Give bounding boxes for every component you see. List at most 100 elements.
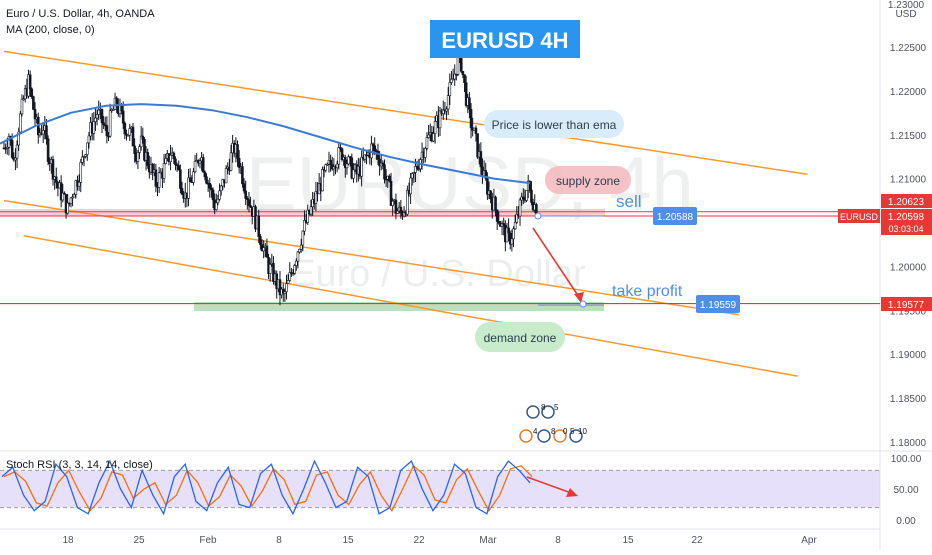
- event-icon[interactable]: [519, 429, 533, 443]
- candle-body: [502, 223, 506, 226]
- events-icon-cluster[interactable]: 8 5 4 8 0 5 10: [519, 403, 587, 443]
- candle-body: [262, 247, 265, 252]
- time-tick-label: 22: [691, 535, 703, 546]
- price-tick-label: 1.19000: [890, 350, 927, 361]
- demand-zone-box[interactable]: [194, 302, 604, 311]
- candle-body: [303, 220, 306, 232]
- event-icon[interactable]: [541, 405, 555, 419]
- candle-body: [247, 199, 251, 206]
- target-point[interactable]: [579, 300, 587, 308]
- event-icon[interactable]: [537, 429, 551, 443]
- candle-body: [495, 209, 499, 222]
- event-icon[interactable]: [526, 405, 540, 419]
- price-tag-upper[interactable]: [881, 194, 932, 208]
- candle-body: [157, 172, 161, 188]
- price-tick-label: 1.19500: [890, 306, 927, 317]
- event-icon-label: 8: [551, 427, 556, 436]
- candle-body: [301, 230, 305, 246]
- candle-body: [61, 192, 65, 201]
- entry-tag[interactable]: [653, 207, 697, 225]
- candle-body: [97, 109, 101, 115]
- candle-body: [219, 185, 223, 192]
- candle-body: [14, 157, 17, 161]
- candle-body: [131, 126, 135, 147]
- candle-body: [51, 159, 55, 180]
- price-tag-current[interactable]: [881, 209, 932, 235]
- candle-body: [469, 109, 473, 129]
- time-tick-label: 25: [133, 535, 145, 546]
- candle-body: [360, 156, 363, 177]
- event-icon-label: 5: [554, 403, 559, 412]
- price-tag-lower-text: 1.19577: [888, 300, 925, 311]
- candle-body: [180, 188, 184, 195]
- candle-body: [272, 262, 275, 282]
- resistance-zone[interactable]: [0, 209, 605, 216]
- candle-body: [32, 96, 35, 110]
- candle-body: [295, 260, 298, 266]
- price-axis[interactable]: 1.225001.220001.215001.210001.205001.200…: [890, 43, 927, 449]
- candle-body: [515, 214, 519, 223]
- candle-body: [177, 165, 181, 171]
- target-tag-text: 1.19559: [700, 300, 737, 311]
- candle-body: [249, 205, 252, 208]
- candle-body: [169, 154, 172, 162]
- candle-body: [33, 109, 37, 120]
- event-icon[interactable]: [553, 429, 567, 443]
- candle-body: [381, 162, 385, 165]
- candle-body: [293, 265, 296, 274]
- sell-arrow[interactable]: [532, 227, 584, 303]
- time-axis[interactable]: 18 25 Feb 8 15 22 Mar 8 15 22 Apr: [62, 535, 817, 546]
- candle-body: [451, 78, 455, 81]
- rsi-d-line: [3, 464, 533, 512]
- event-icon[interactable]: [569, 429, 583, 443]
- candle-body: [525, 190, 528, 201]
- price-tag-lower[interactable]: [881, 297, 932, 311]
- candle-body: [244, 190, 247, 199]
- candle-body: [510, 238, 514, 245]
- price-tick-label: 1.21000: [890, 175, 927, 186]
- candle-body: [513, 222, 517, 230]
- candle-body: [484, 170, 488, 179]
- candle-body: [494, 196, 497, 211]
- rsi-k-line: [1, 459, 531, 516]
- note-bubble-ema[interactable]: [484, 110, 624, 138]
- title-text: EURUSD 4H: [441, 28, 568, 53]
- candle-body: [175, 164, 179, 167]
- candle-body: [347, 156, 350, 165]
- note-take-profit: take profit: [612, 283, 683, 300]
- rsi-arrow[interactable]: [526, 476, 578, 497]
- rsi-axis[interactable]: 100.00 50.00 0.00: [891, 454, 922, 527]
- candle-body: [69, 197, 73, 204]
- candle-body: [425, 137, 429, 149]
- candle-body: [87, 135, 91, 144]
- note-bubble-supply[interactable]: [545, 166, 631, 194]
- candle-body: [72, 194, 76, 198]
- price-tick-label: 1.18000: [890, 438, 927, 449]
- candle-body: [133, 145, 136, 154]
- candle-body: [314, 191, 318, 204]
- main-pane[interactable]: [0, 0, 880, 450]
- candle-body: [450, 78, 453, 83]
- note-bubble-demand[interactable]: [475, 322, 565, 352]
- candle-body: [203, 171, 207, 178]
- candle-body: [188, 177, 192, 183]
- target-tag[interactable]: [696, 295, 740, 313]
- time-tick-label: 15: [342, 535, 354, 546]
- candle-body: [59, 182, 63, 201]
- candle-body: [286, 280, 290, 284]
- candle-body: [82, 156, 86, 158]
- symbol-tag[interactable]: [838, 209, 880, 223]
- candle-body: [139, 135, 143, 147]
- candle-body: [433, 121, 437, 134]
- candle-body: [172, 152, 176, 160]
- channel-lines[interactable]: [3, 50, 808, 377]
- entry-point[interactable]: [534, 212, 542, 220]
- candle-body: [84, 154, 87, 157]
- symbol-tag-text: EURUSD: [840, 212, 879, 222]
- candle-body: [383, 164, 386, 180]
- time-tick-label: 15: [622, 535, 634, 546]
- candle-body: [424, 148, 427, 158]
- candle-body: [476, 133, 479, 158]
- candle-body: [154, 169, 158, 187]
- note-demand: demand zone: [484, 331, 557, 345]
